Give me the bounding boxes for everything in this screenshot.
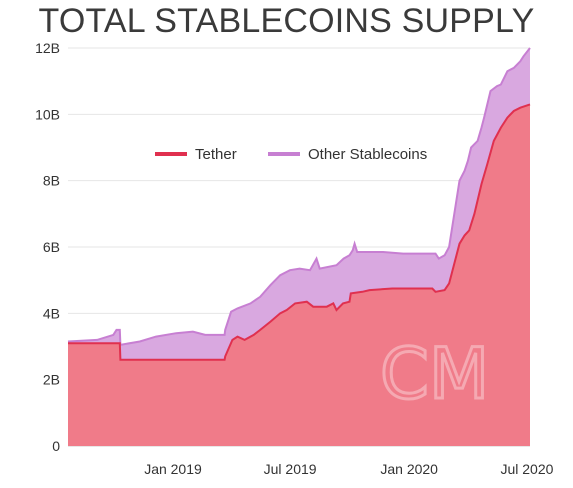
series-lines (67, 47, 531, 361)
y-tick-label: 10B (35, 106, 60, 122)
series-area-other-stablecoins (68, 48, 530, 360)
y-tick-label: 6B (43, 239, 60, 255)
y-tick-label: 4B (43, 305, 60, 321)
x-tick-label: Jan 2019 (144, 461, 202, 477)
legend: Tether Other Stablecoins (155, 146, 427, 163)
series-line-tether (68, 103, 531, 361)
series-line-other-stablecoins (67, 47, 531, 346)
chart-title: TOTAL STABLECOINS SUPPLY (38, 2, 535, 40)
watermark-text: CM (380, 333, 489, 415)
legend-label-tether: Tether (195, 146, 237, 163)
y-tick-label: 0 (52, 438, 60, 454)
watermark-cm-logo: CM (379, 332, 491, 417)
y-tick-label: 8B (43, 173, 60, 189)
y-axis: 0 2B 4B 6B 8B 10B 12B (35, 40, 60, 454)
x-tick-label: Jul 2020 (500, 461, 553, 477)
x-tick-label: Jan 2020 (380, 461, 438, 477)
x-axis: Jan 2019 Jul 2019 Jan 2020 Jul 2020 (144, 461, 553, 477)
y-tick-label: 12B (35, 40, 60, 56)
y-tick-label: 2B (43, 372, 60, 388)
legend-label-other-stablecoins: Other Stablecoins (308, 146, 427, 163)
x-tick-label: Jul 2019 (264, 461, 317, 477)
